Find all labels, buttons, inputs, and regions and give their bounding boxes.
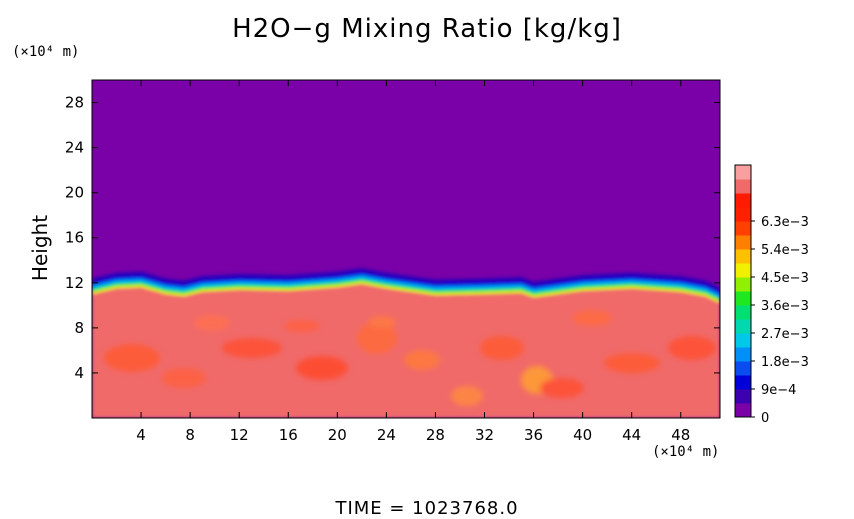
- texture-blob-7: [451, 386, 483, 406]
- texture-blob-11: [604, 353, 660, 373]
- colorbar-segment-2: [735, 375, 751, 390]
- colorbar-segment-0: [735, 403, 751, 418]
- colorbar-label-1: 9e−4: [761, 383, 796, 398]
- moist-transition: [92, 267, 720, 418]
- x-tick-label-40: 40: [573, 426, 592, 444]
- x-tick-label-12: 12: [230, 426, 249, 444]
- x-tick-label-44: 44: [622, 426, 641, 444]
- colorbar-label-6: 5.4e−3: [761, 243, 809, 258]
- colorbar: 0 9e−4 1.8e−3 2.7e−3 3.6e−3 4.5e−3 5.4e−3 6.3e−…: [734, 164, 809, 426]
- colorbar-label-7: 6.3e−3: [761, 215, 809, 230]
- x-tick-label-20: 20: [328, 426, 347, 444]
- moist-texture: [104, 298, 716, 406]
- colorbar-label-4: 3.6e−3: [761, 299, 809, 314]
- colorbar-segment-14: [735, 207, 751, 222]
- colorbar-segment-10: [735, 263, 751, 278]
- texture-blob-10: [540, 378, 584, 398]
- colorbar-segment-6: [735, 319, 751, 334]
- texture-blob-1: [162, 368, 206, 388]
- colorbar-segment-11: [735, 249, 751, 264]
- x-tick-label-16: 16: [279, 426, 298, 444]
- colorbar-segment-15: [735, 193, 751, 208]
- texture-blob-12: [668, 336, 716, 360]
- x-tick-label-8: 8: [185, 426, 195, 444]
- texture-blob-15: [572, 310, 612, 326]
- y-tick-label-4: 4: [74, 364, 84, 382]
- colorbar-label-0: 0: [761, 411, 769, 426]
- colorbar-label-5: 4.5e−3: [761, 271, 809, 286]
- texture-blob-6: [404, 350, 440, 370]
- x-tick-label-36: 36: [524, 426, 543, 444]
- texture-blob-4: [296, 356, 348, 380]
- y-tick-label-16: 16: [65, 229, 84, 247]
- colorbar-segment-8: [735, 291, 751, 306]
- colorbar-label-3: 2.7e−3: [761, 327, 809, 342]
- y-tick-label-24: 24: [65, 139, 84, 157]
- texture-blob-16: [104, 298, 140, 318]
- y-tick-label-8: 8: [74, 319, 84, 337]
- chart-title: H2O−g Mixing Ratio [kg/kg]: [232, 14, 622, 44]
- colorbar-segment-7: [735, 305, 751, 320]
- colorbar-segment-4: [735, 347, 751, 362]
- plot-area: [92, 80, 720, 418]
- texture-blob-13: [284, 320, 320, 332]
- texture-blob-14: [368, 316, 396, 328]
- y-axis-unit: (×10⁴ m): [12, 44, 80, 60]
- moist-layer: [92, 283, 720, 418]
- x-axis-unit: (×10⁴ m): [652, 444, 720, 460]
- texture-blob-8: [480, 336, 524, 360]
- colorbar-segment-17: [735, 165, 751, 180]
- time-label: TIME = 1023768.0: [335, 498, 519, 519]
- colorbar-segment-3: [735, 361, 751, 376]
- colorbar-label-2: 1.8e−3: [761, 355, 809, 370]
- texture-blob-0: [104, 344, 160, 372]
- colorbar-segment-16: [735, 179, 751, 194]
- x-tick-label-48: 48: [671, 426, 690, 444]
- x-tick-label-32: 32: [475, 426, 494, 444]
- colorbar-segment-9: [735, 277, 751, 292]
- texture-blob-5: [357, 322, 397, 354]
- x-tick-label-4: 4: [136, 426, 146, 444]
- y-tick-label-12: 12: [65, 274, 84, 292]
- colorbar-segment-1: [735, 389, 751, 404]
- x-tick-label-28: 28: [426, 426, 445, 444]
- y-tick-label-20: 20: [65, 184, 84, 202]
- plot-frame: [91, 79, 721, 419]
- colorbar-segment-5: [735, 333, 751, 348]
- y-tick-label-28: 28: [65, 94, 84, 112]
- colorbar-segment-13: [735, 221, 751, 236]
- colorbar-frame: [734, 164, 752, 418]
- colorbar-segment-12: [735, 235, 751, 250]
- texture-blob-2: [194, 315, 230, 331]
- x-tick-label-24: 24: [377, 426, 396, 444]
- texture-blob-3: [222, 338, 282, 358]
